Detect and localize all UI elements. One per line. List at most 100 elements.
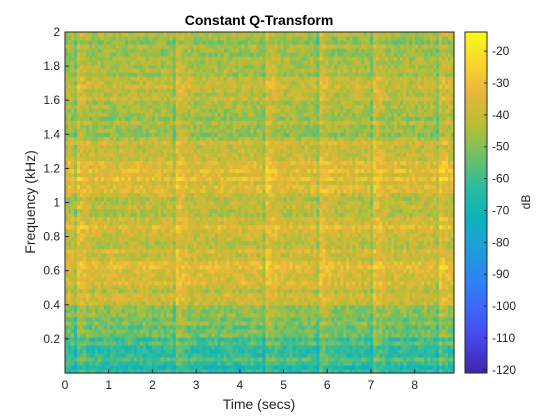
heatmap-cell — [196, 332, 201, 338]
heatmap-cell — [340, 364, 344, 370]
heatmap-cell — [70, 268, 75, 274]
heatmap-cell — [385, 272, 389, 278]
heatmap-cell — [313, 292, 317, 298]
heatmap-cell — [139, 320, 144, 326]
heatmap-cell — [172, 268, 177, 274]
heatmap-cell — [109, 368, 114, 374]
heatmap-cell — [412, 300, 416, 306]
heatmap-cell — [370, 236, 374, 242]
heatmap-cell — [229, 280, 234, 286]
heatmap-cell — [208, 256, 213, 262]
heatmap-cell — [235, 328, 240, 334]
heatmap-cell — [262, 332, 267, 338]
heatmap-cell — [223, 324, 228, 330]
heatmap-cell — [370, 344, 374, 350]
heatmap-cell — [250, 340, 255, 346]
heatmap-cell — [304, 284, 308, 290]
heatmap-cell — [190, 332, 195, 338]
heatmap-cell — [313, 224, 317, 230]
heatmap-cell — [103, 268, 108, 274]
heatmap-cell — [373, 336, 377, 342]
heatmap-cell — [274, 368, 279, 374]
heatmap-cell — [136, 216, 141, 222]
heatmap-cell — [271, 220, 276, 226]
heatmap-cell — [292, 304, 297, 310]
heatmap-cell — [373, 364, 377, 370]
heatmap-cell — [349, 300, 353, 306]
heatmap-cell — [349, 304, 353, 310]
heatmap-cell — [115, 304, 120, 310]
heatmap-cell — [103, 224, 108, 230]
heatmap-cell — [265, 308, 270, 314]
heatmap-cell — [202, 252, 207, 258]
heatmap-cell — [406, 352, 410, 358]
heatmap-cell — [172, 228, 177, 234]
heatmap-cell — [247, 320, 252, 326]
heatmap-cell — [256, 360, 261, 366]
heatmap-cell — [310, 272, 314, 278]
heatmap-cell — [352, 340, 356, 346]
heatmap-cell — [226, 240, 231, 246]
heatmap-cell — [373, 292, 377, 298]
heatmap-cell — [310, 340, 314, 346]
heatmap-cell — [214, 252, 219, 258]
heatmap-cell — [142, 240, 147, 246]
heatmap-cell — [82, 320, 87, 326]
heatmap-cell — [382, 340, 386, 346]
heatmap-cell — [280, 324, 285, 330]
heatmap-cell — [439, 344, 443, 350]
heatmap-cell — [337, 288, 341, 294]
heatmap-cell — [160, 236, 165, 242]
heatmap-cell — [145, 264, 150, 270]
heatmap-cell — [382, 364, 386, 370]
heatmap-cell — [358, 364, 362, 370]
heatmap-cell — [370, 296, 374, 302]
heatmap-cell — [448, 352, 452, 358]
heatmap-cell — [436, 348, 440, 354]
heatmap-cell — [406, 244, 410, 250]
heatmap-cell — [349, 324, 353, 330]
heatmap-cell — [214, 228, 219, 234]
heatmap-cell — [154, 356, 159, 362]
heatmap-cell — [238, 324, 243, 330]
heatmap-cell — [97, 228, 102, 234]
heatmap-cell — [373, 280, 377, 286]
heatmap-cell — [451, 232, 455, 238]
heatmap-cell — [265, 260, 270, 266]
heatmap-cell — [442, 328, 446, 334]
heatmap-cell — [373, 344, 377, 350]
heatmap-cell — [244, 348, 249, 354]
heatmap-cell — [445, 356, 449, 362]
heatmap-cell — [199, 280, 204, 286]
heatmap-cell — [232, 320, 237, 326]
heatmap-cell — [418, 368, 422, 374]
heatmap-cell — [271, 336, 276, 342]
heatmap-cell — [211, 268, 216, 274]
heatmap-cell — [451, 316, 455, 322]
heatmap-cell — [115, 324, 120, 330]
heatmap-cell — [70, 296, 75, 302]
heatmap-cell — [298, 220, 302, 226]
heatmap-cell — [79, 320, 84, 326]
heatmap-cell — [235, 220, 240, 226]
heatmap-cell — [94, 220, 99, 226]
heatmap-cell — [172, 232, 177, 238]
heatmap-cell — [334, 360, 338, 366]
heatmap-cell — [409, 324, 413, 330]
heatmap-cell — [355, 332, 359, 338]
heatmap-cell — [397, 308, 401, 314]
heatmap-cell — [433, 292, 437, 298]
heatmap-cell — [106, 240, 111, 246]
heatmap-cell — [157, 252, 162, 258]
heatmap-cell — [343, 236, 347, 242]
heatmap-cell — [364, 288, 368, 294]
heatmap-cell — [406, 248, 410, 254]
heatmap-cell — [139, 316, 144, 322]
heatmap-cell — [154, 240, 159, 246]
heatmap-cell — [391, 232, 395, 238]
heatmap-cell — [277, 348, 282, 354]
heatmap-cell — [244, 308, 249, 314]
heatmap-cell — [160, 260, 165, 266]
heatmap-cell — [367, 304, 371, 310]
heatmap-cell — [403, 256, 407, 262]
